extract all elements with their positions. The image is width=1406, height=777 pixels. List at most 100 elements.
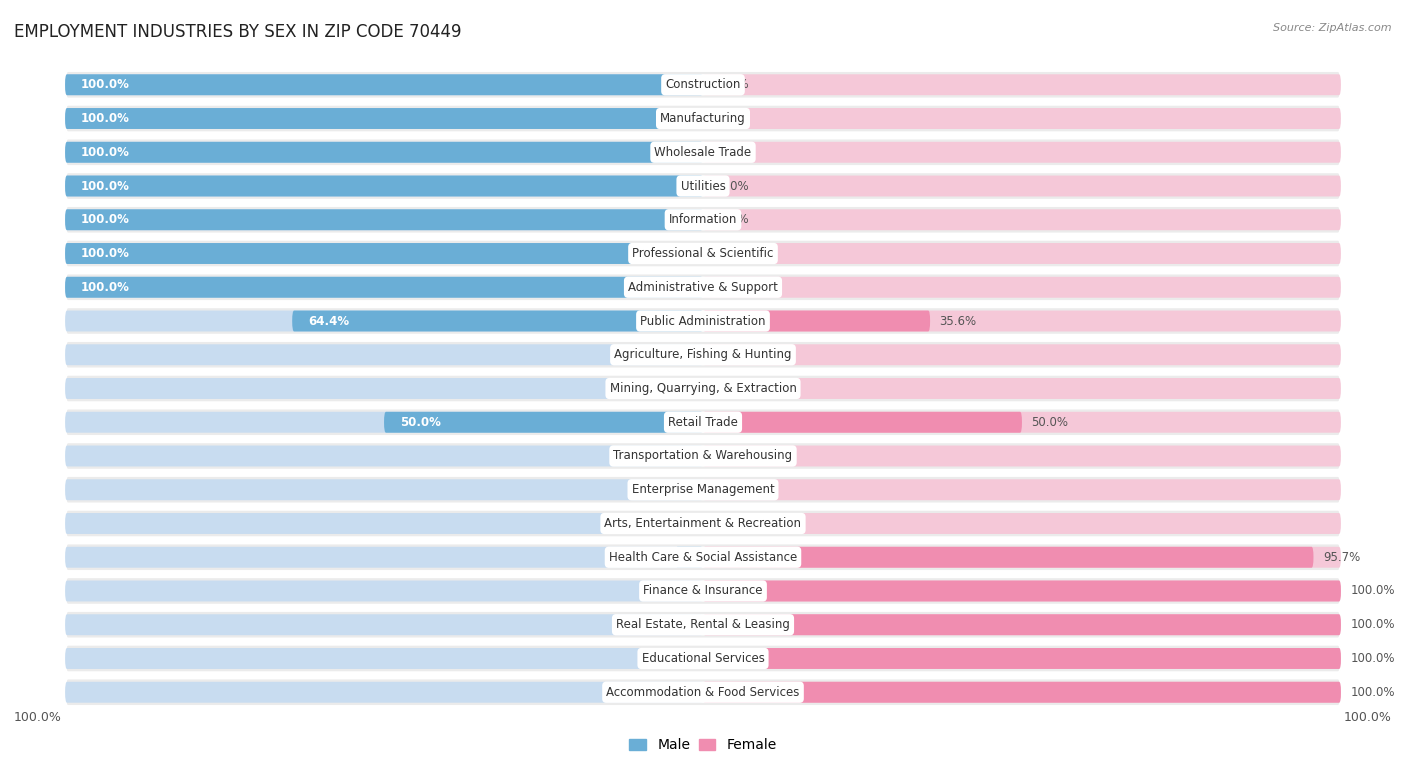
Text: Accommodation & Food Services: Accommodation & Food Services	[606, 686, 800, 699]
Text: 100.0%: 100.0%	[1351, 686, 1395, 699]
Text: Manufacturing: Manufacturing	[661, 112, 745, 125]
Text: 0.0%: 0.0%	[658, 618, 688, 631]
FancyBboxPatch shape	[65, 375, 1341, 402]
FancyBboxPatch shape	[703, 580, 1341, 601]
FancyBboxPatch shape	[65, 311, 703, 332]
FancyBboxPatch shape	[384, 412, 703, 433]
Text: 0.0%: 0.0%	[718, 78, 748, 91]
FancyBboxPatch shape	[65, 412, 703, 433]
FancyBboxPatch shape	[65, 141, 703, 162]
Text: 100.0%: 100.0%	[82, 146, 129, 159]
Text: 0.0%: 0.0%	[718, 450, 748, 462]
Text: Arts, Entertainment & Recreation: Arts, Entertainment & Recreation	[605, 517, 801, 530]
Text: 0.0%: 0.0%	[718, 179, 748, 193]
Text: Real Estate, Rental & Leasing: Real Estate, Rental & Leasing	[616, 618, 790, 631]
Text: 100.0%: 100.0%	[14, 711, 62, 724]
FancyBboxPatch shape	[703, 547, 1313, 568]
Text: 95.7%: 95.7%	[1323, 551, 1360, 564]
Text: Retail Trade: Retail Trade	[668, 416, 738, 429]
FancyBboxPatch shape	[703, 176, 1341, 197]
Text: 0.0%: 0.0%	[718, 112, 748, 125]
FancyBboxPatch shape	[65, 243, 703, 264]
FancyBboxPatch shape	[65, 681, 703, 702]
Text: 100.0%: 100.0%	[1344, 711, 1392, 724]
FancyBboxPatch shape	[65, 176, 703, 197]
Text: 4.3%: 4.3%	[637, 551, 666, 564]
FancyBboxPatch shape	[65, 209, 703, 230]
FancyBboxPatch shape	[65, 615, 703, 636]
Text: Educational Services: Educational Services	[641, 652, 765, 665]
FancyBboxPatch shape	[292, 311, 703, 332]
FancyBboxPatch shape	[65, 75, 703, 96]
FancyBboxPatch shape	[65, 277, 703, 298]
Text: EMPLOYMENT INDUSTRIES BY SEX IN ZIP CODE 70449: EMPLOYMENT INDUSTRIES BY SEX IN ZIP CODE…	[14, 23, 461, 41]
Text: 0.0%: 0.0%	[658, 348, 688, 361]
Text: 100.0%: 100.0%	[1351, 618, 1395, 631]
FancyBboxPatch shape	[65, 243, 703, 264]
FancyBboxPatch shape	[703, 580, 1341, 601]
FancyBboxPatch shape	[65, 510, 1341, 538]
Text: Construction: Construction	[665, 78, 741, 91]
Text: Source: ZipAtlas.com: Source: ZipAtlas.com	[1274, 23, 1392, 33]
Text: 0.0%: 0.0%	[718, 247, 748, 260]
Text: 100.0%: 100.0%	[82, 179, 129, 193]
Text: Transportation & Warehousing: Transportation & Warehousing	[613, 450, 793, 462]
Text: 0.0%: 0.0%	[718, 382, 748, 395]
Text: 0.0%: 0.0%	[658, 483, 688, 497]
Text: Enterprise Management: Enterprise Management	[631, 483, 775, 497]
FancyBboxPatch shape	[65, 71, 1341, 99]
FancyBboxPatch shape	[703, 277, 1341, 298]
Text: 0.0%: 0.0%	[718, 348, 748, 361]
FancyBboxPatch shape	[65, 206, 1341, 234]
FancyBboxPatch shape	[65, 580, 703, 601]
Text: 100.0%: 100.0%	[82, 247, 129, 260]
FancyBboxPatch shape	[703, 378, 1341, 399]
Text: 0.0%: 0.0%	[658, 450, 688, 462]
FancyBboxPatch shape	[703, 412, 1341, 433]
FancyBboxPatch shape	[675, 547, 703, 568]
FancyBboxPatch shape	[703, 681, 1341, 702]
FancyBboxPatch shape	[65, 611, 1341, 639]
Text: 64.4%: 64.4%	[308, 315, 349, 327]
FancyBboxPatch shape	[703, 513, 1341, 534]
Text: 100.0%: 100.0%	[1351, 584, 1395, 598]
FancyBboxPatch shape	[65, 543, 1341, 571]
FancyBboxPatch shape	[703, 615, 1341, 636]
Text: Finance & Insurance: Finance & Insurance	[644, 584, 762, 598]
FancyBboxPatch shape	[703, 75, 1341, 96]
Text: 50.0%: 50.0%	[1032, 416, 1069, 429]
FancyBboxPatch shape	[65, 344, 703, 365]
Text: 0.0%: 0.0%	[718, 483, 748, 497]
Text: 0.0%: 0.0%	[718, 146, 748, 159]
Text: Agriculture, Fishing & Hunting: Agriculture, Fishing & Hunting	[614, 348, 792, 361]
Text: Wholesale Trade: Wholesale Trade	[654, 146, 752, 159]
Text: Mining, Quarrying, & Extraction: Mining, Quarrying, & Extraction	[610, 382, 796, 395]
FancyBboxPatch shape	[703, 547, 1341, 568]
FancyBboxPatch shape	[703, 412, 1022, 433]
Text: 0.0%: 0.0%	[658, 517, 688, 530]
FancyBboxPatch shape	[65, 108, 703, 129]
FancyBboxPatch shape	[65, 479, 703, 500]
FancyBboxPatch shape	[703, 344, 1341, 365]
FancyBboxPatch shape	[703, 648, 1341, 669]
FancyBboxPatch shape	[703, 648, 1341, 669]
Text: 0.0%: 0.0%	[718, 213, 748, 226]
FancyBboxPatch shape	[703, 243, 1341, 264]
FancyBboxPatch shape	[65, 476, 1341, 503]
FancyBboxPatch shape	[703, 479, 1341, 500]
Text: Utilities: Utilities	[681, 179, 725, 193]
FancyBboxPatch shape	[703, 108, 1341, 129]
Text: 0.0%: 0.0%	[718, 280, 748, 294]
FancyBboxPatch shape	[65, 547, 703, 568]
FancyBboxPatch shape	[65, 105, 1341, 132]
FancyBboxPatch shape	[65, 648, 703, 669]
FancyBboxPatch shape	[703, 141, 1341, 162]
FancyBboxPatch shape	[65, 138, 1341, 166]
Text: 0.0%: 0.0%	[658, 686, 688, 699]
FancyBboxPatch shape	[65, 442, 1341, 470]
FancyBboxPatch shape	[65, 645, 1341, 672]
FancyBboxPatch shape	[65, 274, 1341, 301]
Text: 100.0%: 100.0%	[82, 213, 129, 226]
FancyBboxPatch shape	[65, 239, 1341, 267]
FancyBboxPatch shape	[65, 378, 703, 399]
